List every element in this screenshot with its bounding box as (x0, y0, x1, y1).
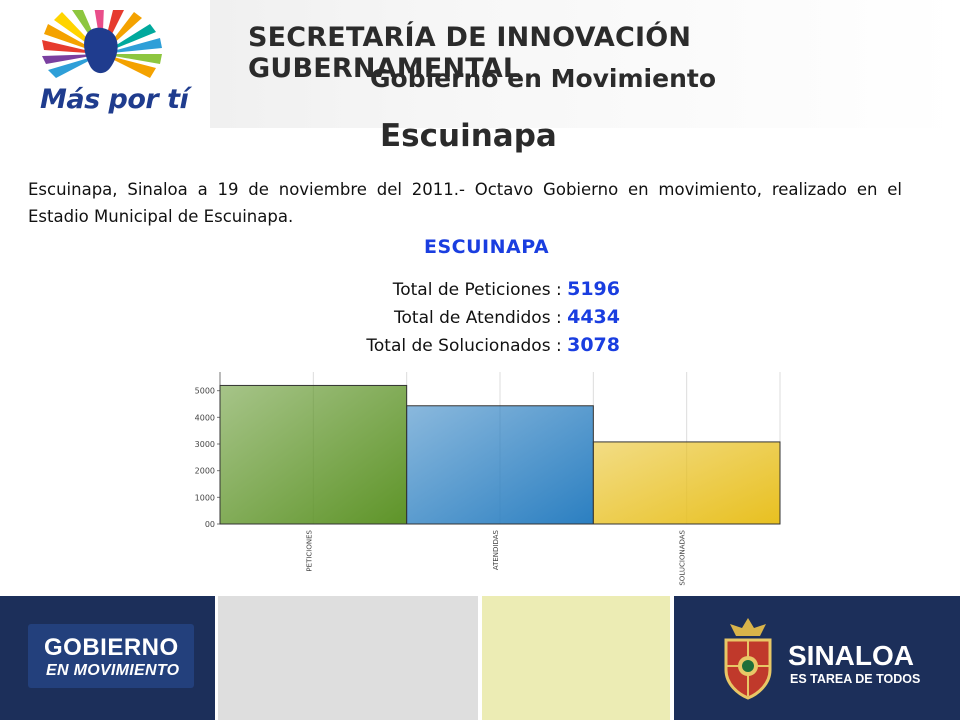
total-atendidos-row: Total de Atendidos : 4434 (394, 306, 620, 328)
total-solucionados-row: Total de Solucionados : 3078 (366, 334, 620, 356)
y-tick-label: 00 (205, 520, 215, 529)
sinaloa-coat-of-arms-icon (724, 618, 772, 700)
total-peticiones-value: 5196 (567, 278, 620, 300)
page-title: Escuinapa (380, 118, 557, 154)
total-atendidos-label: Total de Atendidos : (394, 308, 562, 328)
total-peticiones-row: Total de Peticiones : 5196 (393, 278, 620, 300)
y-tick-label: 2000 (195, 467, 215, 476)
y-tick-label: 4000 (195, 413, 215, 422)
y-tick-label: 3000 (195, 440, 215, 449)
bar-chart: 00 1000 2000 3000 4000 5000 PETICIONES ATENDIDA… (195, 372, 781, 586)
header-title: SECRETARÍA DE INNOVACIÓN GUBERNAMENTAL (248, 22, 692, 84)
gobierno-en-movimiento-logo: GOBIERNO EN MOVIMIENTO (28, 624, 194, 688)
header-subtitle: Gobierno en Movimiento (370, 64, 716, 93)
logo-text: Más por tí (40, 84, 189, 115)
y-tick-label: 1000 (195, 493, 215, 502)
y-tick-label: 5000 (195, 387, 215, 396)
total-solucionados-value: 3078 (567, 334, 620, 356)
total-solucionados-label: Total de Solucionados : (366, 336, 562, 356)
sinaloa-wordmark: SINALOA (788, 640, 914, 671)
footer-gobierno-panel: GOBIERNO EN MOVIMIENTO (0, 596, 215, 720)
sinaloa-tagline: ES TAREA DE TODOS (790, 672, 921, 686)
total-atendidos-value: 4434 (567, 306, 620, 328)
bar-solucionadas (592, 441, 781, 525)
footer-gray-panel (218, 596, 478, 720)
x-tick-label: PETICIONES (305, 529, 313, 571)
footer-sinaloa-panel: SINALOA ES TAREA DE TODOS (674, 596, 960, 720)
body-text: Escuinapa, Sinaloa a 19 de noviembre del… (28, 180, 902, 226)
total-peticiones-label: Total de Peticiones : (392, 280, 562, 300)
gobierno-logo-line1: GOBIERNO (44, 634, 179, 661)
gobierno-logo-line2: EN MOVIMIENTO (46, 662, 180, 679)
footer-yellow-panel (482, 596, 670, 720)
x-tick-label: SOLUCIONADAS (679, 529, 687, 585)
totals-title: ESCUINAPA (424, 236, 550, 258)
bar-peticiones (219, 384, 408, 525)
x-tick-label: ATENDIDAS (492, 529, 500, 570)
mas-por-ti-logo (42, 10, 162, 78)
bar-atendidas (406, 405, 594, 525)
header-band (210, 0, 960, 128)
